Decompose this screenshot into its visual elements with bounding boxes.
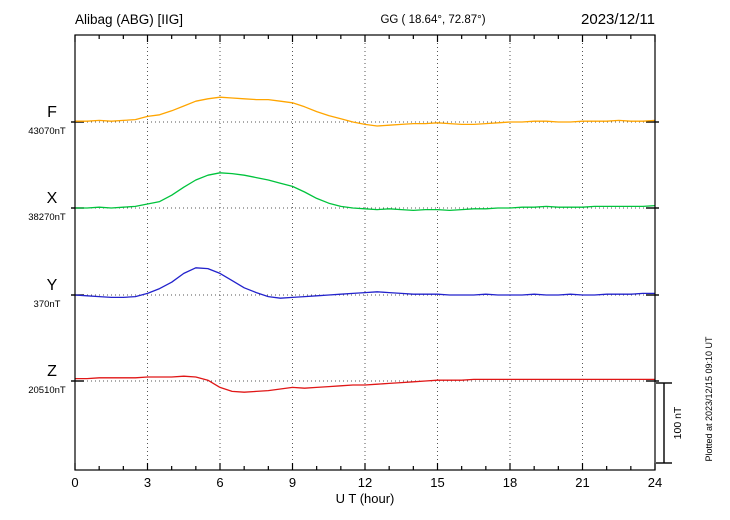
channel-Z-label: Z xyxy=(47,363,57,380)
geographic-coords: GG ( 18.64°, 72.87°) xyxy=(380,14,485,26)
trace-X xyxy=(75,172,656,212)
plot-border xyxy=(74,34,656,471)
x-tick-label: 3 xyxy=(144,475,151,490)
channel-F-label: F xyxy=(47,104,57,121)
channel-F-baseline-value: 43070nT xyxy=(28,126,66,137)
x-tick-label: 24 xyxy=(648,475,662,490)
trace-Y xyxy=(74,267,655,299)
x-axis-label: U T (hour) xyxy=(336,491,395,506)
x-tick-label: 0 xyxy=(71,475,78,490)
plot-generated-content: F 43070nT X 38270nT Y 370nT Z 20510nT 0 3 6 9 12 15 18… xyxy=(28,34,672,490)
trace-Z xyxy=(75,375,655,393)
plotted-at-note: Plotted at 2023/12/15 09:10 UT xyxy=(704,336,714,462)
channel-Y-baseline-value: 370nT xyxy=(34,299,61,310)
x-tick-label: 15 xyxy=(430,475,444,490)
x-tick-label: 18 xyxy=(503,475,517,490)
channel-X-baseline-value: 38270nT xyxy=(28,212,66,223)
scale-bar-label: 100 nT xyxy=(672,406,684,439)
x-tick-label: 6 xyxy=(216,475,223,490)
channel-X-label: X xyxy=(47,190,58,207)
station-title: Alibag (ABG) [IIG] xyxy=(75,12,183,27)
channel-Z-baseline-value: 20510nT xyxy=(28,385,66,396)
x-tick-label: 12 xyxy=(358,475,372,490)
x-tick-label: 21 xyxy=(575,475,589,490)
plot-date: 2023/12/11 xyxy=(581,11,655,28)
x-tick-label: 9 xyxy=(289,475,296,490)
channel-Y-label: Y xyxy=(47,277,58,294)
trace-F xyxy=(75,96,656,127)
